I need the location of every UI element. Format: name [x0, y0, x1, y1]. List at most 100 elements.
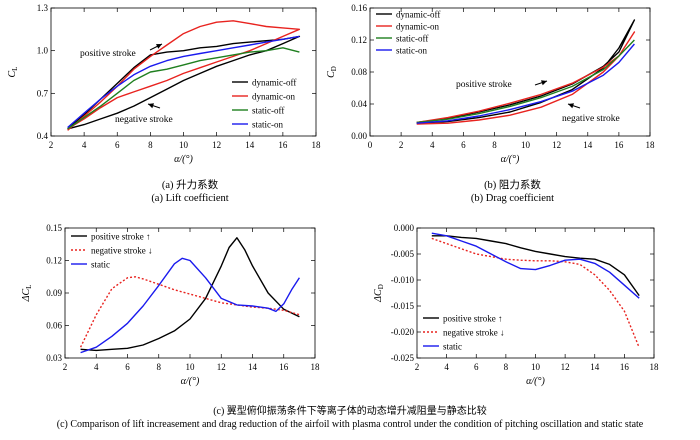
y-tick-label: -0.010 [391, 275, 415, 285]
x-axis-label: α/(°) [501, 154, 520, 165]
annotation-arrowhead [568, 103, 574, 109]
x-tick-label: 14 [245, 140, 255, 150]
series-line [80, 257, 300, 354]
x-tick-label: 16 [614, 140, 624, 150]
x-tick-label: 10 [531, 362, 541, 372]
caption-a: (a) 升力系数 (a) Lift coefficient [60, 179, 320, 205]
x-tick-label: 12 [561, 362, 570, 372]
legend-label: static [91, 260, 110, 270]
series-line [416, 39, 635, 124]
caption-c-zh: (c) 翼型俯仰振荡条件下等离子体的动态增升减阻量与静态比较 [213, 406, 487, 417]
x-tick-label: 18 [646, 140, 656, 150]
x-tick-label: 4 [430, 140, 435, 150]
y-axis-label: ΔCD [373, 284, 385, 303]
x-tick-label: 8 [504, 362, 509, 372]
annotation-arrowhead [156, 44, 162, 49]
x-tick-label: 14 [248, 362, 258, 372]
caption-b: (b) 阻力系数 (b) Drag coefficient [375, 179, 650, 205]
y-tick-label: -0.025 [391, 353, 415, 363]
x-axis-label: α/(°) [174, 154, 193, 165]
annotation-arrowhead [541, 80, 547, 86]
legend-label: negative stroke ↓ [443, 328, 504, 338]
y-tick-label: -0.020 [391, 327, 415, 337]
x-tick-label: 14 [583, 140, 593, 150]
x-tick-label: 10 [521, 140, 531, 150]
series-line [431, 232, 640, 299]
legend-label: dynamic-on [252, 92, 295, 102]
x-tick-label: 18 [312, 140, 322, 150]
y-tick-label: 0.4 [37, 131, 49, 141]
annotation-label: negative stroke [562, 114, 620, 124]
y-tick-label: -0.015 [391, 301, 415, 311]
legend-label: dynamic-on [396, 22, 439, 32]
x-tick-label: 2 [415, 362, 420, 372]
y-tick-label: 0.03 [46, 353, 62, 363]
legend-label: static-off [252, 106, 284, 116]
series-line [79, 276, 300, 348]
x-tick-label: 6 [474, 362, 479, 372]
caption-c-en: (c) Comparison of lift increasement and … [56, 419, 644, 430]
legend-label: dynamic-off [252, 78, 296, 88]
y-tick-label: 0.12 [46, 256, 62, 266]
caption-a-en: (a) Lift coefficient [151, 193, 229, 204]
x-tick-label: 12 [217, 362, 226, 372]
x-tick-label: 2 [399, 140, 404, 150]
x-tick-label: 4 [444, 362, 449, 372]
x-tick-label: 4 [82, 140, 87, 150]
plot-frame [416, 227, 655, 359]
chart-c: 2 4 6 8 10 12 14 16 18 0.03 0.06 0.09 0.12 0.15 α/(°) Δ… [21, 223, 320, 387]
series-line [67, 47, 300, 130]
y-tick-label: 0.09 [46, 288, 62, 298]
annotation-label: positive stroke [80, 49, 136, 59]
x-tick-label: 16 [279, 362, 289, 372]
legend-label: positive stroke ↑ [91, 232, 151, 242]
y-tick-label: 0.12 [351, 35, 367, 45]
y-tick-label: -0.005 [391, 249, 415, 259]
legend-label: static-on [396, 46, 427, 56]
series-line [80, 237, 300, 352]
series-line [431, 235, 640, 297]
x-tick-label: 12 [212, 140, 221, 150]
series-line [67, 35, 300, 129]
series-line [416, 31, 636, 125]
legend-label: positive stroke ↑ [443, 314, 503, 324]
x-tick-label: 6 [461, 140, 466, 150]
series-line [416, 19, 636, 124]
y-axis-label: CL [7, 67, 19, 78]
legend-label: dynamic-off [396, 10, 440, 20]
x-tick-label: 18 [650, 362, 660, 372]
y-tick-label: 1.3 [37, 3, 49, 13]
y-tick-label: 0.06 [46, 321, 62, 331]
y-tick-label: 0.16 [351, 3, 367, 13]
y-tick-label: 0.000 [394, 223, 415, 233]
x-tick-label: 8 [148, 140, 153, 150]
chart-b: 0 2 4 6 8 10 12 14 16 18 0.00 0.04 0.08 0.12 0.16 α/(°)… [326, 3, 655, 165]
caption-b-en: (b) Drag coefficient [470, 193, 555, 204]
y-tick-label: 0.08 [351, 67, 367, 77]
y-axis-label: ΔCL [21, 285, 33, 303]
series-line [416, 43, 635, 124]
x-tick-label: 10 [186, 362, 196, 372]
caption-a-zh: (a) 升力系数 [161, 180, 219, 191]
caption-c: (c) 翼型俯仰振荡条件下等离子体的动态增升减阻量与静态比较 (c) Compa… [0, 405, 700, 431]
x-tick-label: 16 [620, 362, 630, 372]
x-tick-label: 0 [368, 140, 373, 150]
annotation-label: positive stroke [456, 80, 512, 90]
y-tick-label: 0.04 [351, 99, 367, 109]
x-tick-label: 8 [157, 362, 162, 372]
y-tick-label: 0.00 [351, 131, 367, 141]
x-tick-label: 16 [278, 140, 288, 150]
x-tick-label: 2 [63, 362, 68, 372]
y-tick-label: 1.0 [37, 46, 49, 56]
y-axis-label: CD [326, 66, 338, 78]
chart-a: 2 4 6 8 10 12 14 16 18 0.4 0.7 1.0 1.3 α/(°) CL dynamic… [7, 3, 321, 165]
x-tick-label: 10 [179, 140, 189, 150]
y-tick-label: 0.7 [37, 88, 49, 98]
x-axis-label: α/(°) [181, 376, 200, 387]
annotation-label: negative stroke [115, 115, 173, 125]
chart-d: 2 4 6 8 10 12 14 16 18 0.000 -0.005 -0.010 -0.015 -0.… [373, 223, 659, 387]
x-tick-label: 6 [115, 140, 120, 150]
x-tick-label: 12 [552, 140, 561, 150]
x-tick-label: 2 [49, 140, 54, 150]
